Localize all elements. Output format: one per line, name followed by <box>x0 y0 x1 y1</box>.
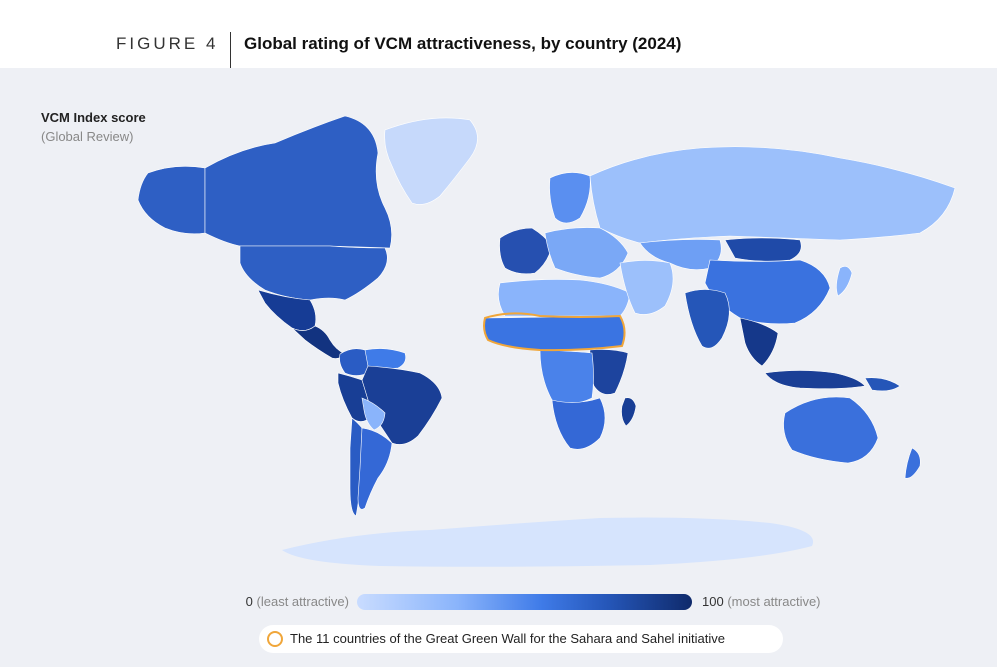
figure-label: FIGURE 4 <box>116 34 219 53</box>
region-argentina <box>357 427 393 510</box>
great-green-wall-label: The 11 countries of the Great Green Wall… <box>290 631 726 646</box>
region-venezuela <box>364 348 406 369</box>
region-north-africa <box>498 279 631 317</box>
region-indonesia <box>764 370 866 389</box>
legend-title: VCM Index score <box>41 110 146 125</box>
color-scale: 0 (least attractive) 100 (most attractiv… <box>0 592 997 614</box>
scale-gradient-bar <box>357 594 692 610</box>
region-australia <box>783 396 879 464</box>
scale-max-hint: (most attractive) <box>727 594 821 609</box>
region-central-africa <box>539 349 594 404</box>
great-green-wall-outline <box>483 312 626 352</box>
region-new-zealand <box>904 447 921 479</box>
region-southeast-asia <box>739 317 779 367</box>
region-southern-africa <box>551 397 606 450</box>
figure-title: Global rating of VCM attractiveness, by … <box>244 34 682 53</box>
region-antarctica <box>282 517 814 567</box>
region-alaska <box>137 166 206 235</box>
region-india <box>684 289 730 349</box>
great-green-wall-legend: The 11 countries of the Great Green Wall… <box>259 625 783 653</box>
region-middle-east <box>619 260 674 315</box>
scale-max-value: 100 <box>702 594 724 609</box>
region-central-america <box>291 325 346 359</box>
region-papua <box>864 377 901 392</box>
region-east-africa <box>589 349 629 395</box>
region-canada <box>204 115 392 249</box>
scale-max-label: 100 (most attractive) <box>702 594 821 609</box>
region-bolivia <box>361 397 386 431</box>
region-madagascar <box>621 397 637 427</box>
region-scandinavia <box>549 172 591 224</box>
region-japan <box>836 266 853 297</box>
orange-ring-icon <box>267 631 283 647</box>
region-greenland <box>384 117 478 205</box>
map-panel: VCM Index score (Global Review) 0 (least… <box>0 68 997 667</box>
scale-min-value: 0 <box>245 594 253 609</box>
region-colombia <box>339 348 370 376</box>
figure-header: FIGURE 4 Global rating of VCM attractive… <box>0 0 997 68</box>
scale-min-hint: (least attractive) <box>256 594 349 609</box>
region-usa <box>239 245 388 301</box>
region-europe-east <box>544 227 629 279</box>
region-europe-west <box>499 227 553 275</box>
region-russia <box>589 146 956 244</box>
header-divider <box>230 32 231 68</box>
world-map <box>137 115 956 567</box>
region-mongolia <box>724 237 802 262</box>
legend-subtitle: (Global Review) <box>41 129 134 144</box>
region-china <box>704 259 831 325</box>
scale-min-label: 0 (least attractive) <box>246 594 349 609</box>
